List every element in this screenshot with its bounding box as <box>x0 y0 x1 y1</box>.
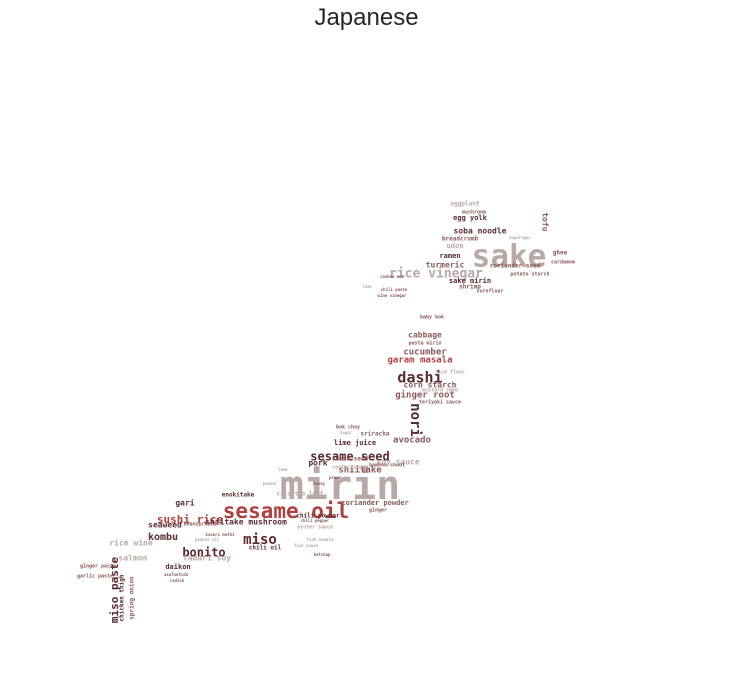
word-garlic-paste: garlic paste <box>77 574 113 580</box>
word-ketchup: ketchup <box>314 552 331 557</box>
word-rice-vinegar: rice vinegar <box>389 267 483 282</box>
word-tamari-soy: tamari soy <box>183 553 231 563</box>
word-cabbage: cabbage <box>408 331 442 340</box>
word-ghee: ghee <box>553 250 568 257</box>
word-soba-noodle: soba noodle <box>454 227 507 236</box>
word-mirin: mirin <box>280 463 400 509</box>
word-udon: udon <box>447 242 464 250</box>
word-miso-paste: miso paste <box>108 557 121 624</box>
word-corn-starch: corn starch <box>404 381 457 390</box>
word-breadcrumb: breadcrumb <box>442 236 479 243</box>
word-peanut-oil: peanut oil <box>195 537 220 542</box>
word-chicken-thigh: chicken thigh <box>119 574 126 621</box>
word-cashew-nut: cashew nut <box>380 274 405 279</box>
word-caster-sugar: caster sugar <box>332 465 368 471</box>
word-kombu: kombu <box>148 532 178 543</box>
word-potato-starch: potato starch <box>510 272 549 278</box>
word-sushi-rice: sushi rice <box>157 513 224 526</box>
word-daikon: daikon <box>165 563 190 571</box>
word-enokitake: enokitake <box>222 492 255 499</box>
word-rice-flour: rice flour <box>435 370 465 376</box>
word-leek: leek <box>278 467 288 472</box>
word-cardamom: cardamom <box>551 260 575 266</box>
chart-title: Japanese <box>314 4 419 31</box>
word-pasta-mirin: pasta mirin <box>408 341 441 347</box>
word-radish: radish <box>170 578 185 583</box>
word-kasuri-methi: kasuri methi <box>206 532 235 537</box>
word-chili-pepper: chili pepper <box>301 518 330 523</box>
word-lime-juice: lime juice <box>334 439 376 447</box>
word-nori: nori <box>407 403 423 437</box>
word-panner: panner <box>263 481 278 486</box>
word-sugar: sugar <box>340 430 353 435</box>
word-sesame-oil: sesame oil <box>223 499 349 523</box>
word-oyster-sauce: oyster sauce <box>297 525 333 531</box>
word-lime: lime <box>362 284 372 289</box>
word-asparagus: asparagus <box>509 235 531 240</box>
word-bonito: bonito <box>182 546 225 560</box>
word-dashi: dashi <box>397 369 442 387</box>
word-shiitake: shiitake <box>338 465 382 476</box>
word-cucumber: cucumber <box>403 348 447 358</box>
word-spring-onion: spring onion <box>129 576 136 620</box>
word-avocado: avocado <box>393 436 431 446</box>
word-sake-mirin: sake mirin <box>449 277 491 285</box>
word-ginger: ginger <box>369 508 387 514</box>
word-cilantro-leaf: cilantro leaf <box>277 491 324 498</box>
word-honey: honey <box>313 481 326 486</box>
word-garam-masala: garam masala <box>387 356 452 366</box>
word-mushroom: mushroom <box>462 210 486 216</box>
word-fish-noodle: fish noodle <box>307 537 334 542</box>
word-miso: miso <box>243 532 277 548</box>
word-cornflour: cornflour <box>476 289 503 295</box>
word-cumin-seed: cumin seed <box>332 456 369 463</box>
word-pork: pork <box>308 459 327 468</box>
word-teriyaki-sauce: teriyaki sauce <box>419 400 461 406</box>
word-baby-bok: baby bok <box>420 315 444 321</box>
word-sake: sake <box>472 239 547 275</box>
word-coriander-seed: coriander seed <box>490 263 541 270</box>
word-wine-vinegar: wine vinegar <box>378 293 407 298</box>
word-ginger-paste: ginger paste <box>80 564 116 570</box>
word-eggplant: eggplant <box>451 201 480 208</box>
word-asafoetida: asafoetida <box>164 572 189 577</box>
word-prawn: prawn <box>329 475 342 480</box>
word-chili-oil: chili oil <box>249 545 282 552</box>
word-coriander-powder: coriander powder <box>341 499 408 507</box>
word-soy-sauce: soy sauce <box>376 458 420 467</box>
word-bok-choy: bok choy <box>336 425 360 431</box>
word-bamboo-shoot: bamboo shoot <box>369 463 405 469</box>
word-shiitake-mushroom: shiitake mushroom <box>205 517 287 527</box>
word-ramen: ramen <box>439 252 460 260</box>
word-chili-powder: chili powder <box>296 513 340 520</box>
word-seaweed: seaweed <box>148 521 182 530</box>
word-gari: gari <box>175 498 194 508</box>
word-sesame-seed: sesame seed <box>310 450 389 464</box>
word-sriracha: sriracha <box>361 431 390 438</box>
word-rice-wine: rice wine <box>109 538 153 548</box>
word-beansprouts: beansprouts <box>183 522 216 528</box>
word-egg-yolk: egg yolk <box>453 214 488 222</box>
word-chili-paste: chili paste <box>381 287 408 292</box>
word-ginger-root: ginger root <box>395 390 455 401</box>
word-pepper: pepper <box>284 478 299 483</box>
word-fish-sauce: fish sauce <box>294 543 319 548</box>
word-turmeric: turmeric <box>426 260 465 270</box>
word-shrimp: shrimp <box>459 284 481 291</box>
word-mustard-seed: mustard seed <box>422 388 458 394</box>
word-tofu: tofu <box>541 212 550 231</box>
word-salmon: salmon <box>119 554 148 563</box>
